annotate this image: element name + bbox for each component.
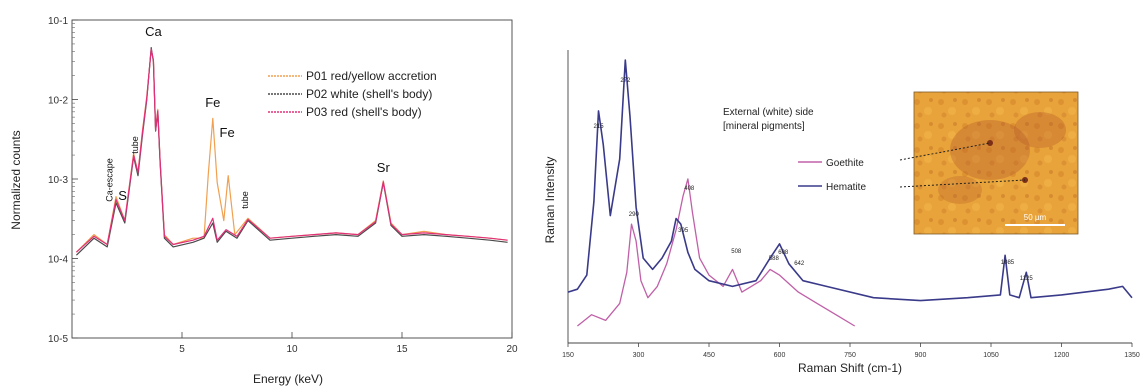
micrograph-target-dot	[987, 140, 993, 146]
xrf-x-axis-label: Energy (keV)	[253, 372, 323, 386]
raman-peak-label: 508	[731, 249, 742, 255]
raman-peak-label: 215	[594, 124, 605, 130]
xrf-annotation: S	[118, 188, 127, 203]
xrf-legend: P01 red/yellow accretion P02 white (shell…	[268, 69, 437, 119]
xrf-legend-label: P03 red (shell's body)	[306, 105, 422, 119]
raman-series-line-goethite	[576, 178, 856, 327]
raman-peak-label: 588	[769, 256, 780, 262]
raman-x-tick-label: 750	[844, 352, 856, 359]
xrf-y-axis-label: Normalized counts	[9, 130, 23, 229]
raman-x-tick-label: 900	[915, 352, 927, 359]
xrf-annotation: tube	[130, 136, 140, 154]
raman-legend-title-line1: External (white) side	[723, 107, 814, 118]
xrf-y-tick-label: 10-1	[48, 16, 68, 27]
xrf-y-tick-label: 10-4	[48, 255, 68, 266]
xrf-x-tick-label: 20	[506, 344, 518, 355]
micrograph-image	[913, 91, 1079, 235]
xrf-x-tick-label: 10	[286, 344, 298, 355]
micrograph-stain	[950, 120, 1030, 180]
xrf-x-tick-label: 15	[396, 344, 408, 355]
raman-peak-label: 1085	[1001, 260, 1015, 266]
raman-peak-label: 272	[620, 78, 631, 84]
xrf-annotation: Ca-escape	[105, 158, 115, 202]
xrf-x-tick-label: 5	[179, 344, 185, 355]
raman-series-line-hematite	[567, 59, 1133, 302]
xrf-y-ticks: 10-5 10-4 10-3 10-2 10-1	[48, 16, 78, 345]
xrf-annotation: Sr	[377, 160, 391, 175]
leader-line-hematite	[899, 179, 1026, 188]
raman-legend-title-line2: [mineral pigments]	[723, 121, 805, 132]
raman-peak-label: 408	[684, 186, 695, 192]
xrf-y-tick-label: 10-5	[48, 334, 68, 345]
raman-series-group	[567, 59, 1133, 327]
raman-x-tick-label: 1200	[1054, 352, 1070, 359]
xrf-series-group	[75, 46, 508, 256]
micrograph-stain	[1014, 112, 1066, 148]
micrograph-stain	[938, 176, 982, 204]
raman-x-axis-label: Raman Shift (cm-1)	[798, 361, 902, 375]
leader-line-goethite	[899, 142, 991, 161]
raman-peak-label: 395	[678, 228, 689, 234]
xrf-y-tick-label: 10-3	[48, 175, 68, 186]
micrograph-inset: 50 µm	[913, 91, 1079, 235]
raman-y-axis-label: Raman Intensity	[543, 157, 557, 244]
xrf-series-line-3	[75, 48, 508, 253]
raman-x-tick-label: 1050	[983, 352, 999, 359]
raman-x-tick-label: 450	[703, 352, 715, 359]
raman-x-ticks: 150 300 450 600 750 900 1050 1200 1350	[562, 343, 1140, 359]
xrf-annotation: Fe	[220, 125, 235, 140]
raman-peak-label: 1125	[1020, 276, 1034, 282]
raman-peak-label: 608	[778, 250, 789, 256]
xrf-x-ticks: 5 10 15 20	[179, 332, 518, 355]
raman-chart: 150 300 450 600 750 900 1050 1200 1350 215 272 290…	[543, 50, 1140, 375]
raman-legend-label: Hematite	[826, 182, 866, 193]
micrograph-scale-label: 50 µm	[1024, 213, 1047, 222]
xrf-annotation: Fe	[205, 95, 220, 110]
raman-x-tick-label: 1350	[1124, 352, 1140, 359]
raman-peak-label: 290	[629, 212, 640, 218]
raman-x-tick-label: 300	[633, 352, 645, 359]
xrf-annotation: Ca	[145, 24, 162, 39]
xrf-y-tick-label: 10-2	[48, 96, 68, 107]
xrf-legend-label: P02 white (shell's body)	[306, 87, 432, 101]
xrf-series-line-2	[75, 46, 508, 256]
xrf-annotation: tube	[240, 191, 250, 209]
xrf-legend-label: P01 red/yellow accretion	[306, 69, 437, 83]
raman-peak-label: 642	[794, 261, 805, 267]
raman-x-tick-label: 150	[562, 352, 574, 359]
raman-x-tick-label: 600	[774, 352, 786, 359]
raman-legend-label: Goethite	[826, 158, 864, 169]
xrf-plot-frame	[71, 19, 513, 339]
raman-legend: Goethite Hematite	[798, 158, 866, 193]
